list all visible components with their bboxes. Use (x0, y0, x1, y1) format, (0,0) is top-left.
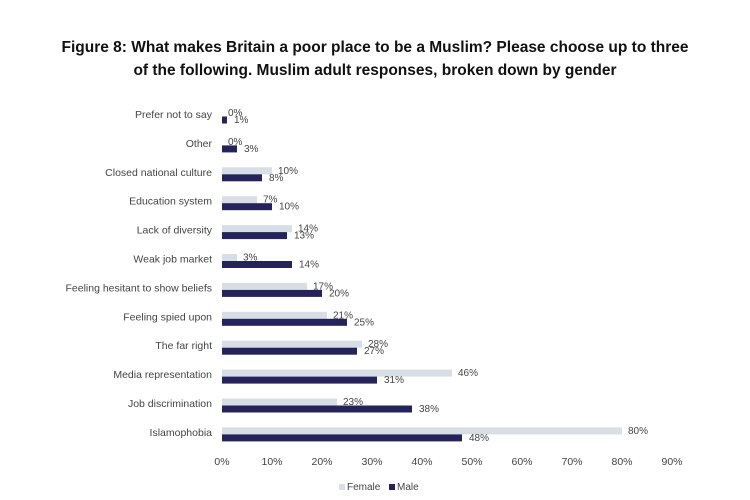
data-label-male-closed-national-culture: 8% (269, 173, 284, 184)
data-label-male-other: 3% (244, 144, 259, 155)
bar-male-job-discrimination (222, 405, 412, 413)
bar-female-weak-job-market (222, 254, 237, 261)
bar-female-feeling-spied-upon (222, 311, 327, 319)
data-label-female-feeling-spied-upon: 21% (333, 310, 353, 321)
data-label-female-islamophobia: 80% (628, 426, 648, 437)
data-label-male-the-far-right: 27% (364, 346, 384, 357)
category-label-education-system: Education system (129, 196, 212, 208)
category-label-closed-national-culture: Closed national culture (105, 167, 212, 179)
data-label-male-weak-job-market: 14% (299, 260, 319, 271)
legend-label-male: Male (397, 482, 419, 493)
data-label-male-media-representation: 31% (384, 375, 404, 386)
category-label-weak-job-market: Weak job market (133, 254, 212, 266)
data-label-male-education-system: 10% (279, 202, 299, 213)
data-label-female-feeling-hesitant-to-show-beliefs: 17% (313, 281, 333, 292)
category-label-feeling-hesitant-to-show-beliefs: Feeling hesitant to show beliefs (65, 282, 212, 294)
bar-female-islamophobia (222, 427, 622, 435)
x-tick-label: 30% (361, 456, 382, 468)
legend-swatch-male (389, 484, 395, 490)
data-label-female-prefer-not-to-say: 0% (228, 108, 243, 119)
bar-male-prefer-not-to-say (222, 116, 227, 124)
bar-male-lack-of-diversity (222, 232, 287, 240)
bar-male-feeling-spied-upon (222, 318, 347, 326)
data-label-female-weak-job-market: 3% (243, 253, 258, 264)
legend-swatch-female (339, 484, 345, 490)
bar-male-the-far-right (222, 347, 357, 355)
data-label-male-feeling-hesitant-to-show-beliefs: 20% (329, 288, 349, 299)
data-label-female-job-discrimination: 23% (343, 397, 363, 408)
category-label-job-discrimination: Job discrimination (128, 398, 212, 410)
bar-male-media-representation (222, 376, 377, 384)
category-label-media-representation: Media representation (113, 369, 212, 381)
legend: Female Male (339, 482, 419, 493)
x-tick-label: 20% (311, 456, 332, 468)
category-label-lack-of-diversity: Lack of diversity (137, 225, 213, 237)
bar-male-education-system (222, 203, 272, 211)
x-tick-label: 90% (661, 456, 682, 468)
bar-male-closed-national-culture (222, 174, 262, 182)
data-label-male-job-discrimination: 38% (419, 404, 439, 415)
bar-male-weak-job-market (222, 261, 292, 268)
x-tick-label: 10% (261, 456, 282, 468)
category-label-islamophobia: Islamophobia (150, 427, 213, 439)
category-label-other: Other (186, 138, 213, 150)
category-label-feeling-spied-upon: Feeling spied upon (123, 311, 212, 323)
bar-female-lack-of-diversity (222, 225, 292, 233)
bar-female-the-far-right (222, 340, 362, 348)
data-label-male-islamophobia: 48% (469, 433, 489, 444)
bar-female-feeling-hesitant-to-show-beliefs (222, 282, 307, 290)
category-labels-group: Prefer not to say Other Closed national cu… (65, 109, 212, 439)
data-label-male-feeling-spied-upon: 25% (354, 317, 374, 328)
data-label-female-other: 0% (228, 137, 243, 148)
data-label-male-prefer-not-to-say: 1% (234, 115, 249, 126)
chart-title-line-2: of the following. Muslim adult responses… (133, 62, 617, 79)
x-tick-label: 80% (611, 456, 632, 468)
chart-title: Figure 8: What makes Britain a poor plac… (20, 36, 730, 82)
data-label-female-closed-national-culture: 10% (278, 166, 298, 177)
bar-male-feeling-hesitant-to-show-beliefs (222, 289, 322, 297)
category-label-prefer-not-to-say: Prefer not to say (135, 109, 213, 121)
bar-female-media-representation (222, 369, 452, 377)
category-label-the-far-right: The far right (155, 340, 212, 352)
x-tick-label: 0% (214, 456, 229, 468)
x-tick-label: 70% (561, 456, 582, 468)
data-label-female-lack-of-diversity: 14% (298, 224, 318, 235)
bar-female-closed-national-culture (222, 167, 272, 175)
bar-female-education-system (222, 196, 257, 204)
bars-group: 0%1%0%3%10%8%7%10%14%13%3%14%17%20%21%25… (222, 108, 648, 444)
x-tick-labels-group: 0% 10% 20% 30% 40% 50% 60% 70% 80% 90% (214, 456, 682, 468)
bar-female-job-discrimination (222, 398, 337, 406)
bar-male-islamophobia (222, 434, 462, 442)
data-label-male-lack-of-diversity: 13% (294, 231, 314, 242)
bar-male-other (222, 145, 237, 153)
data-label-female-education-system: 7% (263, 195, 278, 206)
chart-title-line-1: Figure 8: What makes Britain a poor plac… (61, 39, 689, 56)
legend-label-female: Female (347, 482, 381, 493)
x-tick-label: 50% (461, 456, 482, 468)
x-tick-label: 60% (511, 456, 532, 468)
data-label-female-media-representation: 46% (458, 368, 478, 379)
data-label-female-the-far-right: 28% (368, 339, 388, 350)
x-tick-label: 40% (411, 456, 432, 468)
